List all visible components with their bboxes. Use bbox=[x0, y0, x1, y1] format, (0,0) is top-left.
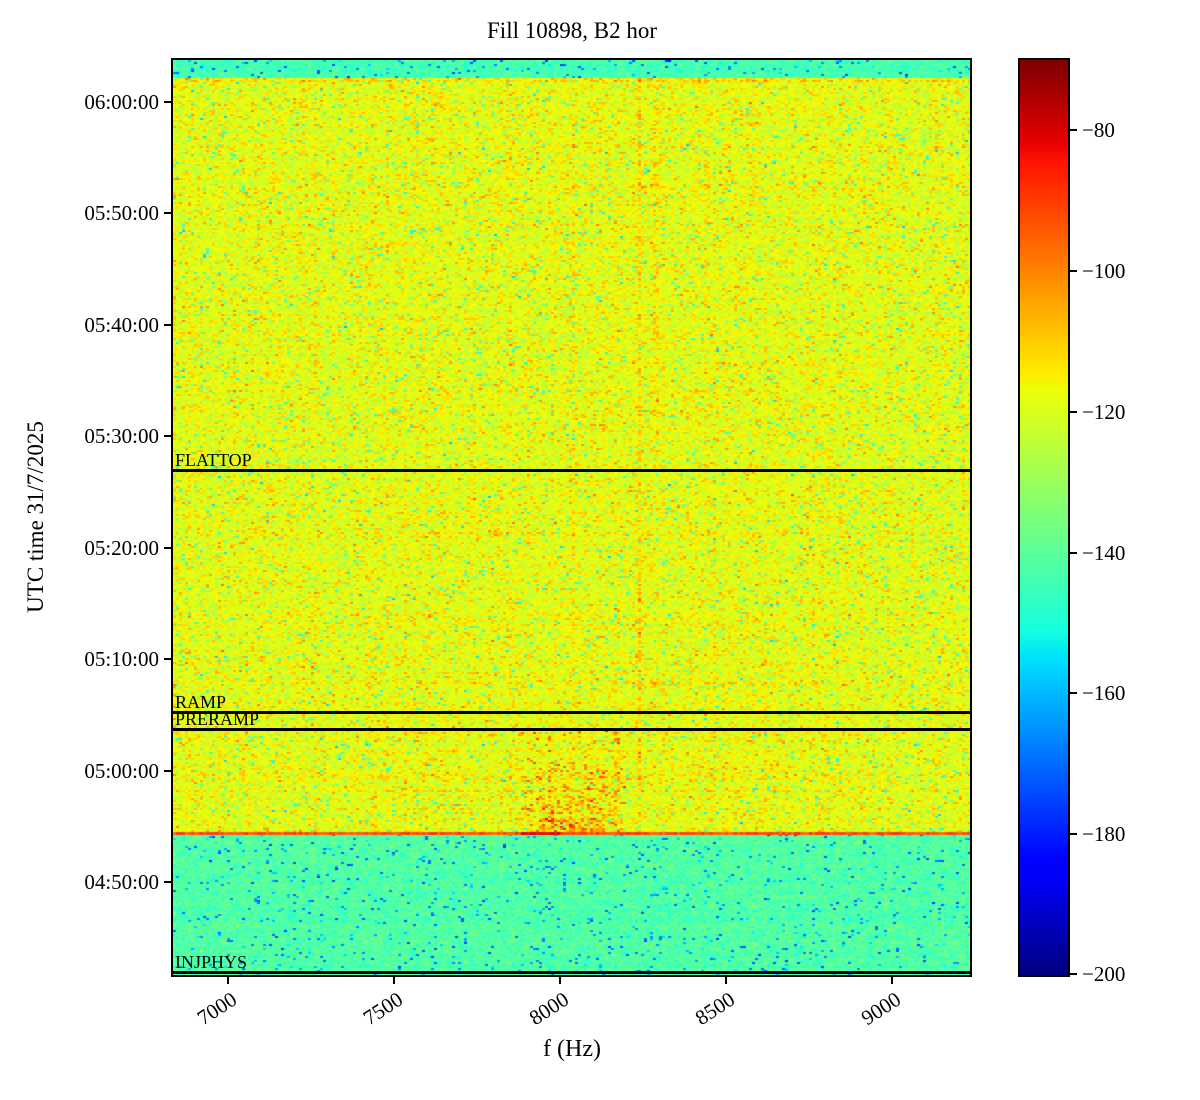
colorbar-tick-label: −140 bbox=[1082, 540, 1126, 565]
colorbar-tick-mark bbox=[1070, 692, 1077, 695]
y-tick-label: 05:50:00 bbox=[84, 201, 159, 226]
annotation-label-injphys: INJPHYS bbox=[175, 952, 248, 972]
spectrogram-heatmap bbox=[173, 60, 970, 975]
colorbar-tick-mark bbox=[1070, 551, 1077, 554]
annotation-label-flattop: FLATTOP bbox=[175, 450, 252, 470]
colorbar-tick-mark bbox=[1070, 973, 1077, 975]
x-tick-mark bbox=[392, 977, 395, 984]
colorbar bbox=[1018, 58, 1070, 977]
y-tick-mark bbox=[164, 212, 171, 215]
y-tick-label: 05:30:00 bbox=[84, 424, 159, 449]
x-tick-mark bbox=[724, 977, 727, 984]
annotation-line-ramp bbox=[173, 711, 970, 714]
x-tick-mark bbox=[558, 977, 561, 984]
colorbar-tick-mark bbox=[1070, 833, 1077, 836]
y-tick-label: 05:20:00 bbox=[84, 535, 159, 560]
y-tick-mark bbox=[164, 100, 171, 103]
y-tick-label: 05:40:00 bbox=[84, 312, 159, 337]
colorbar-tick-mark bbox=[1070, 410, 1077, 413]
annotation-line-preramp bbox=[173, 728, 970, 731]
colorbar-tick-label: −80 bbox=[1082, 118, 1115, 143]
y-tick-label: 04:50:00 bbox=[84, 870, 159, 895]
x-tick-label: 7000 bbox=[192, 987, 241, 1031]
y-tick-label: 05:00:00 bbox=[84, 758, 159, 783]
y-tick-label: 06:00:00 bbox=[84, 89, 159, 114]
y-tick-mark bbox=[164, 435, 171, 438]
y-tick-mark bbox=[164, 658, 171, 661]
annotation-line-injphys bbox=[173, 971, 970, 974]
colorbar-tick-label: −160 bbox=[1082, 681, 1126, 706]
colorbar-tick-label: −100 bbox=[1082, 259, 1126, 284]
y-tick-mark bbox=[164, 546, 171, 549]
annotation-label-ramp: RAMP bbox=[175, 692, 227, 712]
y-tick-label: 05:10:00 bbox=[84, 647, 159, 672]
chart-title: Fill 10898, B2 hor bbox=[487, 18, 657, 43]
x-tick-mark bbox=[226, 977, 229, 984]
spectrogram-plot: FLATTOP RAMP PRERAMP INJPHYS bbox=[171, 58, 972, 977]
colorbar-tick-mark bbox=[1070, 129, 1077, 132]
annotation-label-preramp: PRERAMP bbox=[175, 709, 260, 729]
y-axis-label: UTC time 31/7/2025 bbox=[23, 421, 48, 613]
annotation-line-flattop bbox=[173, 469, 970, 472]
y-tick-mark bbox=[164, 769, 171, 772]
x-tick-mark bbox=[890, 977, 893, 984]
colorbar-tick-mark bbox=[1070, 270, 1077, 273]
colorbar-canvas bbox=[1020, 60, 1068, 975]
y-tick-mark bbox=[164, 881, 171, 884]
colorbar-tick-label: −200 bbox=[1082, 962, 1126, 986]
colorbar-tick-label: −120 bbox=[1082, 399, 1126, 424]
y-tick-mark bbox=[164, 323, 171, 326]
colorbar-tick-label: −180 bbox=[1082, 822, 1126, 847]
x-axis-label: f (Hz) bbox=[543, 1036, 601, 1062]
